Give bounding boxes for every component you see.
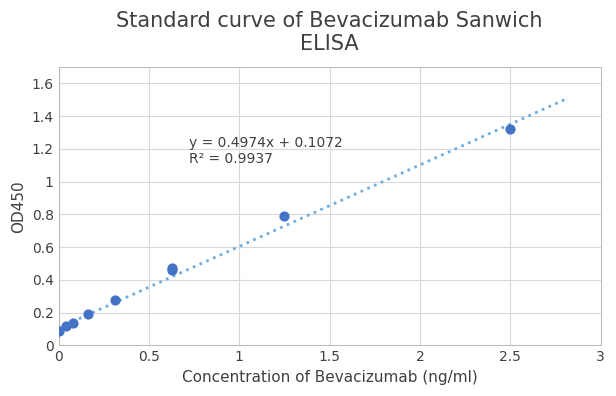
Point	[280, 213, 290, 219]
Point	[505, 126, 515, 132]
Title: Standard curve of Bevacizumab Sanwich
ELISA: Standard curve of Bevacizumab Sanwich EL…	[116, 11, 543, 54]
Point	[54, 327, 63, 334]
Point	[110, 297, 120, 303]
Point	[83, 311, 92, 318]
Point	[166, 265, 176, 272]
Point	[68, 319, 78, 326]
Text: y = 0.4974x + 0.1072
R² = 0.9937: y = 0.4974x + 0.1072 R² = 0.9937	[188, 136, 342, 166]
X-axis label: Concentration of Bevacizumab (ng/ml): Concentration of Bevacizumab (ng/ml)	[182, 370, 477, 385]
Point	[61, 323, 71, 329]
Y-axis label: OD450: OD450	[11, 180, 26, 232]
Point	[166, 267, 176, 273]
